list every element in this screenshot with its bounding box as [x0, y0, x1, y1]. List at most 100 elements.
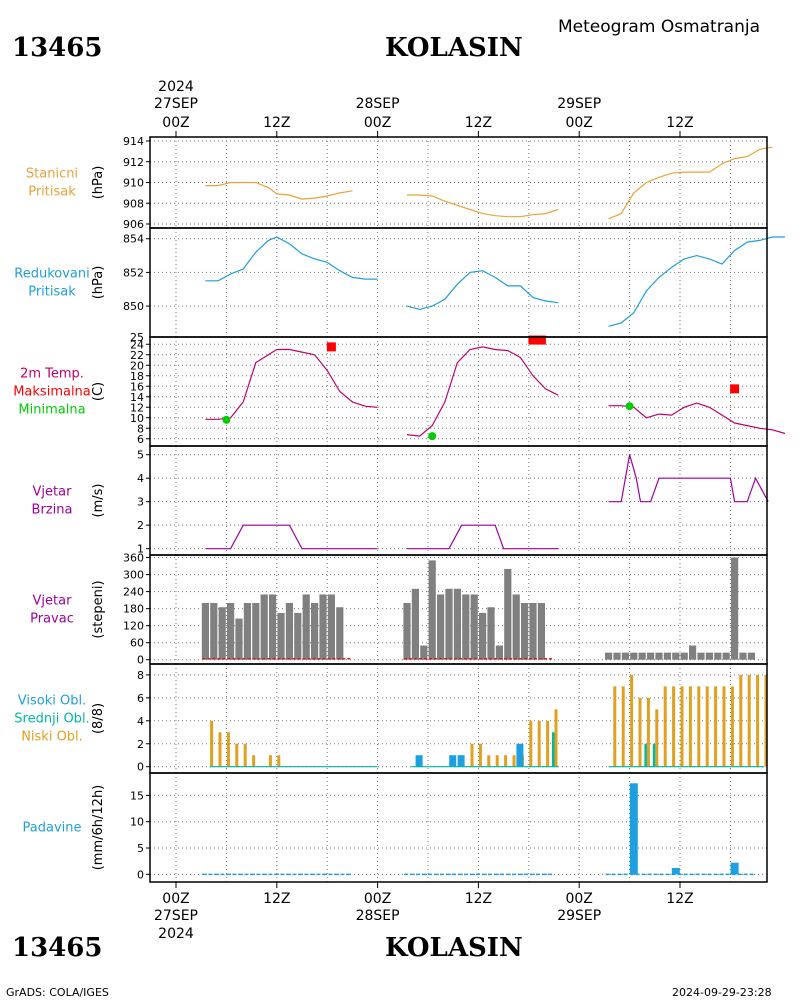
direction-bar	[605, 652, 613, 660]
y-axis-label: (C)	[91, 382, 106, 401]
cloud-low-bar	[613, 686, 617, 767]
direction-bar	[512, 594, 520, 660]
cloud-low-bar	[621, 686, 625, 767]
station-name-bottom: KOLASIN	[385, 933, 523, 963]
cloud-low-bar	[554, 709, 558, 767]
y-axis-label: (8/8)	[91, 703, 106, 734]
series-line	[205, 348, 378, 420]
day-label-top: 28SEP	[356, 96, 400, 112]
series-line	[205, 236, 378, 282]
cloud-low-bar	[226, 732, 230, 767]
precip-bar	[629, 783, 638, 875]
y-tick-label: 5	[137, 842, 144, 855]
cloud-low-bar	[277, 755, 281, 767]
y-axis-label: (hPa)	[91, 166, 106, 200]
cloud-low-bar	[672, 686, 676, 767]
y-tick-label: 22	[130, 349, 144, 362]
y-tick-label: 10	[130, 412, 144, 425]
cloud-low-bar	[730, 686, 734, 767]
panel-title: Brzina	[32, 503, 73, 518]
cloud-low-bar	[739, 674, 743, 767]
day-label-top: 29SEP	[557, 96, 601, 112]
y-tick-label: 6	[137, 433, 144, 446]
direction-bar	[294, 612, 302, 660]
direction-bar	[680, 652, 688, 660]
direction-bar	[621, 652, 629, 660]
panel-frame	[149, 445, 768, 556]
cloud-low-bar	[663, 686, 667, 767]
cloud-low-bar	[764, 674, 768, 767]
cloud-low-bar	[478, 743, 482, 767]
y-tick-label: 60	[130, 637, 144, 650]
y-tick-label: 3	[137, 496, 144, 509]
direction-bar	[731, 557, 739, 660]
y-tick-label: 14	[130, 391, 144, 404]
direction-bar	[462, 594, 470, 660]
cloud-low-bar	[756, 674, 760, 767]
panel-title: 2m Temp.	[20, 367, 84, 382]
precip-bar	[730, 862, 739, 875]
direction-bar	[613, 652, 621, 660]
direction-bar	[319, 594, 327, 660]
y-tick-label: 6	[137, 692, 144, 705]
wind_speed-panel: 1 2 3 4 5 (m/s) Vjetar Brzina	[32, 446, 769, 556]
cloud-low-bar	[470, 743, 474, 767]
direction-bar	[227, 602, 235, 660]
cloud-low-bar	[630, 674, 634, 767]
y-tick-label: 2	[137, 738, 144, 751]
day-label-top: 27SEP	[154, 96, 198, 112]
series-line	[406, 270, 559, 311]
y-tick-label: 25	[130, 331, 144, 344]
series-line	[608, 402, 786, 435]
direction-bar	[672, 652, 680, 660]
cloud-low-bar	[688, 686, 692, 767]
direction-bar	[411, 588, 419, 660]
plot-area: 906908910912914(hPa)StanicniPritisak8508…	[13, 79, 786, 942]
y-tick-label: 4	[137, 715, 144, 728]
hour-label-bottom: 00Z	[162, 891, 189, 907]
cloud-high-bar	[457, 755, 465, 767]
y-tick-label: 16	[130, 380, 144, 393]
direction-bar	[487, 607, 495, 660]
station-id-bottom: 13465	[12, 933, 102, 963]
cloud-high-bar	[415, 755, 423, 767]
direction-bar	[218, 607, 226, 660]
y-tick-label: 18	[130, 370, 144, 383]
series-line	[608, 454, 769, 503]
hour-label-bottom: 12Z	[465, 891, 492, 907]
hour-label-bottom: 12Z	[666, 891, 693, 907]
cloud-mid-bar	[644, 743, 647, 767]
direction-bar	[705, 652, 713, 660]
hour-label-top: 00Z	[565, 115, 592, 131]
panel-title: Pritisak	[28, 285, 76, 300]
min-temp-marker	[428, 432, 437, 441]
y-tick-label: 0	[137, 761, 144, 774]
panel-title: Pritisak	[28, 185, 76, 200]
cloud-mid-bar	[552, 732, 555, 767]
y-tick-label: 2	[137, 519, 144, 532]
hour-label-top: 00Z	[364, 115, 391, 131]
direction-bar	[537, 602, 545, 660]
direction-bar	[521, 602, 529, 660]
day-label-bottom: 27SEP	[154, 908, 198, 924]
direction-bar	[437, 594, 445, 660]
panel-title: Stanicni	[26, 167, 78, 182]
direction-bar	[739, 652, 747, 660]
y-tick-label: 4	[137, 472, 144, 485]
direction-bar	[277, 612, 285, 660]
y-tick-label: 24	[130, 338, 144, 351]
y-tick-label: 906	[123, 218, 144, 231]
year-label-bottom: 2024	[158, 926, 194, 942]
y-tick-label: 12	[130, 401, 144, 414]
y-tick-label: 850	[123, 300, 144, 313]
panel-frame	[149, 336, 768, 447]
direction-bar	[663, 652, 671, 660]
cloud-low-bar	[512, 755, 516, 767]
y-tick-label: 180	[123, 603, 144, 616]
direction-bar	[210, 602, 218, 660]
direction-bar	[689, 645, 697, 660]
footer-credit: GrADS: COLA/IGES	[6, 986, 109, 999]
panel-title: Srednji Obl.	[14, 712, 89, 727]
panel-frame	[149, 772, 768, 883]
